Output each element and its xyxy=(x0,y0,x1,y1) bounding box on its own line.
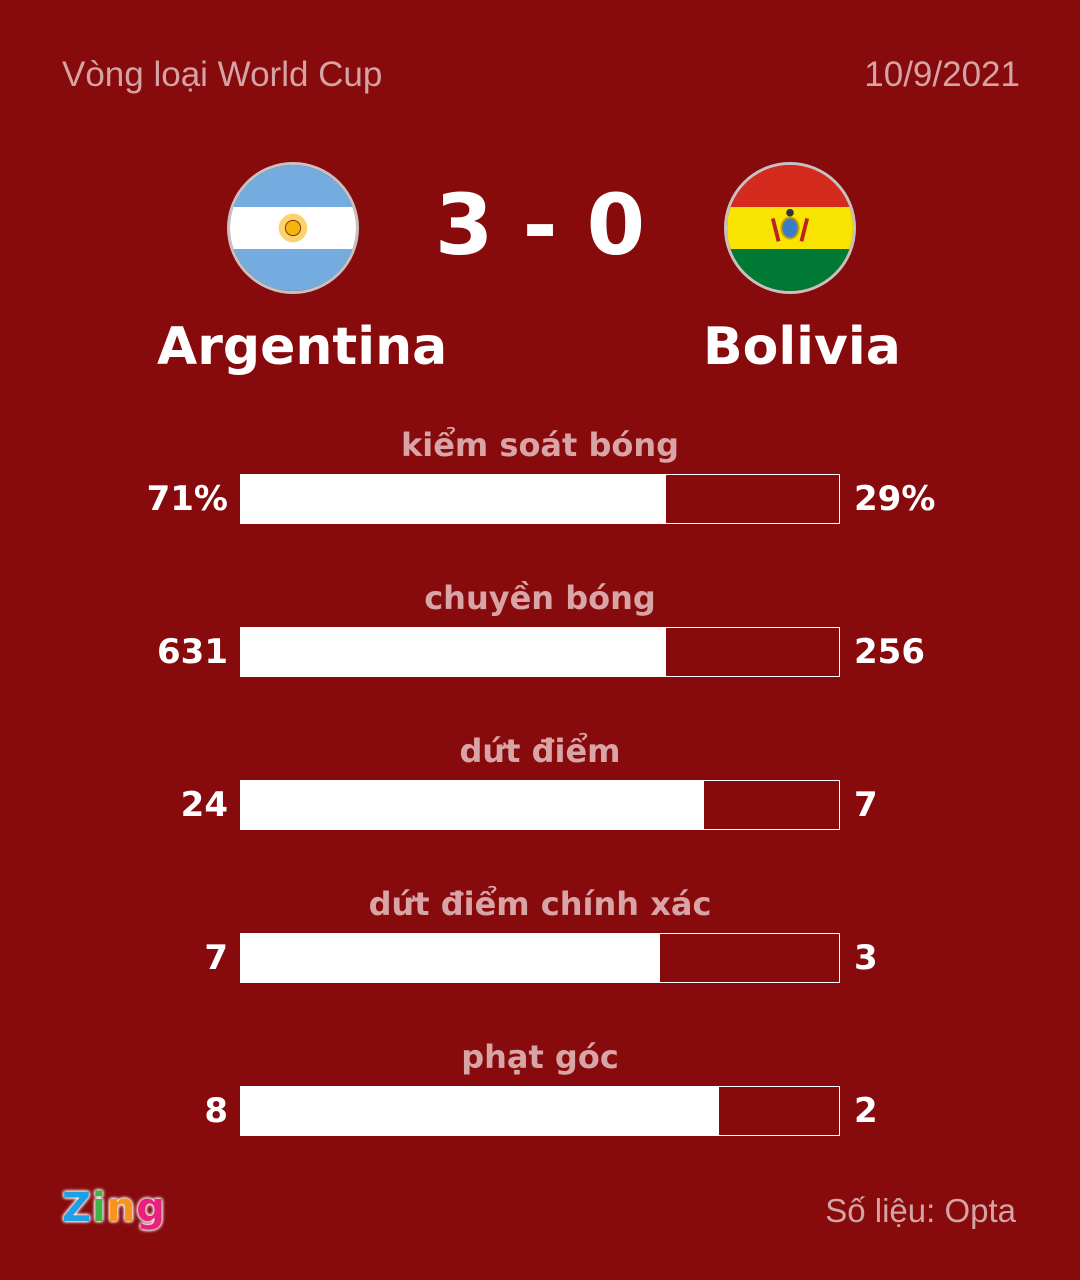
stat-bar xyxy=(240,1086,840,1136)
stat-bar xyxy=(240,780,840,830)
stat-bar-home-fill xyxy=(241,934,660,982)
data-source: Số liệu: Opta xyxy=(825,1192,1016,1229)
zing-logo: Zing xyxy=(62,1185,166,1231)
argentina-flag-icon xyxy=(227,162,359,294)
stat-bar xyxy=(240,933,840,983)
stat-home-value: 8 xyxy=(204,1091,228,1131)
bolivia-flag-icon xyxy=(724,162,856,294)
stat-away-value: 29% xyxy=(854,479,936,519)
stat-bar-home-fill xyxy=(241,628,667,676)
stat-label: dứt điểm chính xác xyxy=(368,885,712,923)
competition-title: Vòng loại World Cup xyxy=(62,55,383,94)
stat-label: phạt góc xyxy=(461,1038,619,1076)
stat-bar-home-fill xyxy=(241,475,666,523)
stat-away-value: 7 xyxy=(854,785,878,825)
stat-home-value: 71% xyxy=(146,479,228,519)
score: 3 - 0 xyxy=(434,176,646,274)
home-team-name: Argentina xyxy=(157,317,448,377)
away-team-name: Bolivia xyxy=(703,317,901,377)
stat-bar xyxy=(240,627,840,677)
stat-bar-home-fill xyxy=(241,1087,720,1135)
stat-home-value: 7 xyxy=(204,938,228,978)
stat-home-value: 24 xyxy=(180,785,228,825)
stat-label: dứt điểm xyxy=(459,732,621,770)
stat-away-value: 3 xyxy=(854,938,878,978)
stat-label: kiểm soát bóng xyxy=(400,426,680,464)
stat-bar-home-fill xyxy=(241,781,704,829)
stat-bar xyxy=(240,474,840,524)
match-date: 10/9/2021 xyxy=(864,55,1020,94)
stat-away-value: 256 xyxy=(854,632,925,672)
stat-home-value: 631 xyxy=(157,632,228,672)
stat-away-value: 2 xyxy=(854,1091,878,1131)
stat-label: chuyền bóng xyxy=(424,579,656,617)
